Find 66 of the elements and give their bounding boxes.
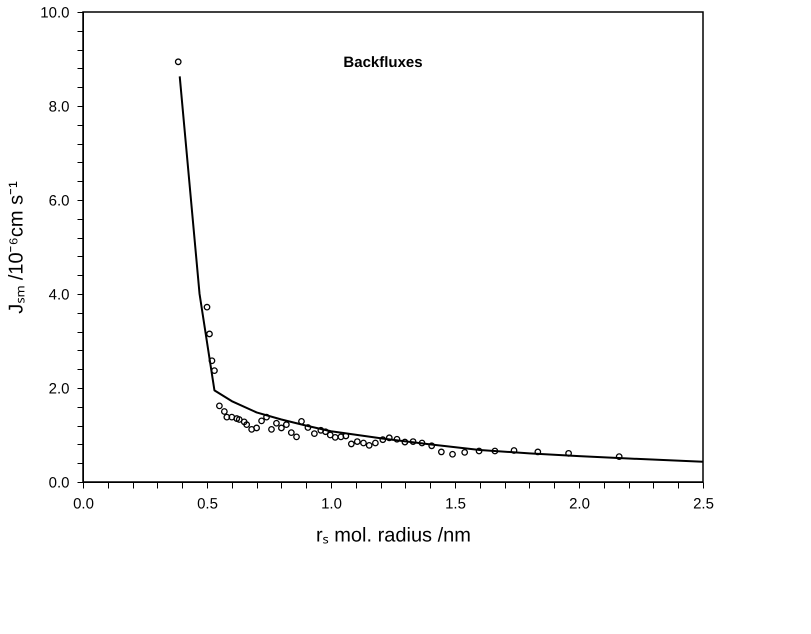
point xyxy=(510,447,518,454)
point xyxy=(372,440,379,446)
y-tick-label: 6.0 xyxy=(48,192,70,210)
point xyxy=(348,440,355,448)
x-tick-label: 2.0 xyxy=(569,496,590,512)
point xyxy=(394,436,400,443)
point xyxy=(282,421,290,428)
point xyxy=(298,418,305,425)
point xyxy=(248,426,256,433)
point xyxy=(243,421,250,428)
point xyxy=(616,453,623,460)
x-axis-title: rₛ mol. radius /nm xyxy=(316,524,471,546)
point xyxy=(258,418,265,424)
x-tick-label: 2.5 xyxy=(693,496,714,512)
y-tick-label: 10.0 xyxy=(40,4,70,22)
x-tick-label: 1.5 xyxy=(445,496,466,512)
point xyxy=(354,438,361,445)
point xyxy=(418,440,426,446)
point xyxy=(233,415,240,422)
point xyxy=(240,418,248,426)
y-tick-label: 0.0 xyxy=(48,474,70,492)
point xyxy=(220,408,228,415)
point xyxy=(386,434,393,442)
point xyxy=(310,430,318,437)
point xyxy=(293,433,300,440)
point xyxy=(174,58,182,66)
point xyxy=(273,420,280,427)
x-tick-label: 0.5 xyxy=(197,496,218,512)
annotation: Backfluxes xyxy=(343,54,423,71)
y-tick-label: 8.0 xyxy=(48,98,70,116)
y-tick-label: 2.0 xyxy=(48,380,70,398)
point xyxy=(204,304,210,311)
y-axis-title: Jₛₘ /10⁻⁶cm s⁻¹ xyxy=(5,180,28,314)
point xyxy=(360,440,367,446)
point xyxy=(461,449,468,456)
point xyxy=(410,438,416,445)
point xyxy=(317,426,324,434)
point xyxy=(278,424,285,432)
point xyxy=(338,433,344,440)
x-tick-label: 1.0 xyxy=(321,496,342,512)
point xyxy=(534,448,542,456)
x-tick-label: 0.0 xyxy=(73,496,94,512)
point xyxy=(402,438,408,446)
point xyxy=(228,414,236,421)
point xyxy=(236,416,243,423)
point xyxy=(288,429,295,436)
point xyxy=(211,367,218,374)
point xyxy=(379,436,386,444)
point xyxy=(326,432,334,438)
point xyxy=(332,434,339,441)
point xyxy=(476,448,482,454)
point xyxy=(565,450,572,457)
point xyxy=(206,330,213,338)
point xyxy=(492,448,498,454)
point xyxy=(263,414,270,421)
point xyxy=(449,450,456,458)
point xyxy=(438,448,445,456)
point xyxy=(208,357,216,364)
point xyxy=(428,442,436,450)
y-tick-label: 4.0 xyxy=(48,286,70,304)
point xyxy=(216,402,223,410)
point xyxy=(223,414,230,421)
point xyxy=(304,424,312,431)
point xyxy=(268,426,275,433)
point xyxy=(366,442,373,449)
point xyxy=(253,424,260,432)
